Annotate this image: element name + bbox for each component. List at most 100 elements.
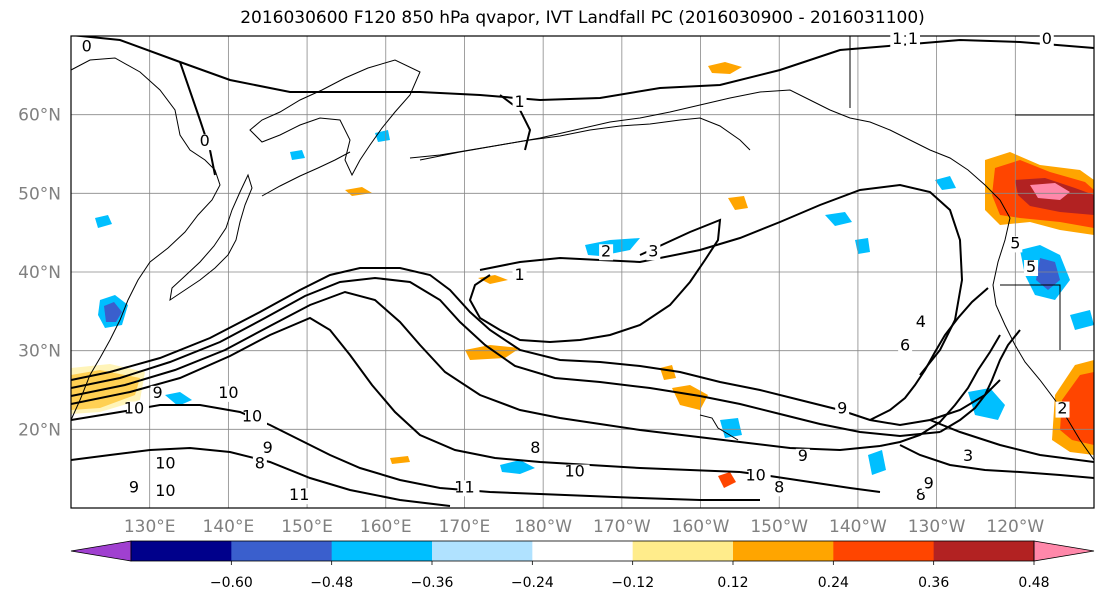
colorbar-segment [532, 541, 634, 561]
positive-anomaly-patch [708, 62, 742, 74]
contour-label: 1 [514, 92, 524, 111]
contour-label: 2 [1057, 399, 1067, 418]
contour-label-bg [197, 134, 212, 151]
contour-label: 0 [200, 131, 210, 150]
negative-anomaly-patch [500, 460, 535, 474]
colorbar-tick-label: −0.12 [611, 575, 654, 591]
contour-line [71, 290, 881, 452]
negative-anomaly-patch [104, 302, 122, 322]
contour-label: 9 [837, 399, 847, 418]
lon-tick-label: 130°W [908, 517, 966, 537]
contour-label: 9 [152, 383, 162, 402]
political-border [1000, 284, 1061, 350]
contour-label: 5 [1010, 233, 1020, 252]
contour-label: 10 [155, 481, 175, 500]
contour-label-bg [292, 488, 315, 505]
colorbar-tick-label: −0.24 [511, 575, 554, 591]
map-title: 2016030600 F120 850 hPa qvapor, IVT Land… [240, 8, 925, 28]
contour-label: 6 [900, 336, 910, 355]
contour-label: 1 [892, 29, 902, 48]
contour-label: 9 [129, 477, 139, 496]
contour-label: 8 [916, 485, 926, 504]
negative-anomaly-patch [95, 215, 112, 228]
lat-tick-label: 40°N [18, 263, 61, 283]
contour-label-bg [1008, 236, 1023, 253]
negative-anomaly-patch [1036, 258, 1060, 290]
longitude-labels: 130°E 140°E 150°E 160°E 170°E 180°W 170°W 160°W… [124, 517, 1045, 537]
colorbar-tick-label: −0.36 [411, 575, 454, 591]
colorbar-segment [432, 541, 533, 561]
colorbar-segment [131, 541, 232, 561]
alaska-coastline [419, 89, 1011, 219]
lon-tick-label: 140°E [203, 517, 255, 537]
colorbar-tick-label: 0.12 [717, 575, 748, 591]
contour-line [468, 218, 722, 344]
lon-tick-label: 150°E [281, 517, 333, 537]
lon-tick-label: 160°W [672, 517, 730, 537]
contour-label-bg [158, 456, 181, 473]
colorbar-tick-label: 0.36 [918, 575, 949, 591]
positive-anomaly-patch [718, 472, 736, 488]
lon-tick-label: 130°E [124, 517, 176, 537]
colorbar-tick-label: −0.60 [210, 575, 253, 591]
contour-label: 10 [745, 465, 765, 484]
contour-label-bg [126, 480, 141, 497]
contour-label: 9 [924, 473, 934, 492]
anomaly-shading [71, 62, 1094, 488]
contour-label: 9 [263, 438, 273, 457]
asia-coastline [71, 57, 221, 421]
hawaii-islands [699, 414, 739, 441]
contour-line [879, 334, 1001, 447]
contour-label-bg [528, 440, 543, 457]
contour-label-bg [599, 244, 614, 261]
lon-tick-label: 170°W [593, 517, 651, 537]
aleutian-chain [409, 117, 751, 159]
lon-tick-label: 170°E [439, 517, 491, 537]
contour-label: 2 [601, 241, 611, 260]
contour-line [939, 329, 1021, 433]
contour-label-bg [961, 448, 976, 465]
positive-anomaly-patch [1060, 372, 1094, 445]
contour-label-bg [79, 39, 94, 56]
map-frame [70, 35, 1095, 509]
positive-anomaly-patch [465, 345, 520, 360]
colorbar-tick-label: −0.48 [310, 575, 353, 591]
positive-anomaly-patch [345, 187, 372, 196]
contour-label: 9 [798, 446, 808, 465]
positive-anomaly-patch [672, 385, 708, 410]
lat-tick-label: 60°N [18, 106, 61, 126]
contour-label: 8 [774, 477, 784, 496]
contour-label-bg [567, 464, 590, 481]
contour-label: 0 [1042, 29, 1052, 48]
colorbar-segment [231, 541, 333, 561]
lon-tick-label: 140°W [829, 517, 887, 537]
negative-anomaly-patch [935, 176, 956, 190]
contour-label-bg [1055, 401, 1070, 418]
map-grid [71, 36, 1094, 508]
contour-label-bg [913, 315, 928, 332]
contour-label-bg [512, 94, 527, 111]
lat-tick-label: 30°N [18, 342, 61, 362]
negative-anomaly-patch [290, 150, 305, 160]
contour-label: 10 [564, 462, 584, 481]
contour-line [71, 404, 760, 501]
colorbar-tick-label: 0.24 [818, 575, 849, 591]
contour-label-bg [150, 385, 165, 402]
colorbar-segment [331, 541, 433, 561]
colorbar-segment [933, 541, 1035, 561]
contour-label: 3 [648, 241, 658, 260]
contour-label-bg [221, 385, 244, 402]
contour-label-bg [890, 31, 905, 48]
contour-label: 5 [1026, 257, 1036, 276]
colorbar-segment [833, 541, 935, 561]
positive-anomaly-patch [1030, 183, 1070, 200]
north-america-coastline [992, 217, 1094, 461]
positive-anomaly-patch [728, 196, 748, 210]
latitude-labels: 60°N 50°N 40°N 30°N 20°N [18, 106, 61, 441]
contour-label-bg [512, 267, 527, 284]
colorbar-extend-low [70, 540, 132, 562]
contour-label-bg [260, 440, 275, 457]
colorbar-outline [130, 540, 1035, 562]
colorbar-segment [733, 541, 834, 561]
